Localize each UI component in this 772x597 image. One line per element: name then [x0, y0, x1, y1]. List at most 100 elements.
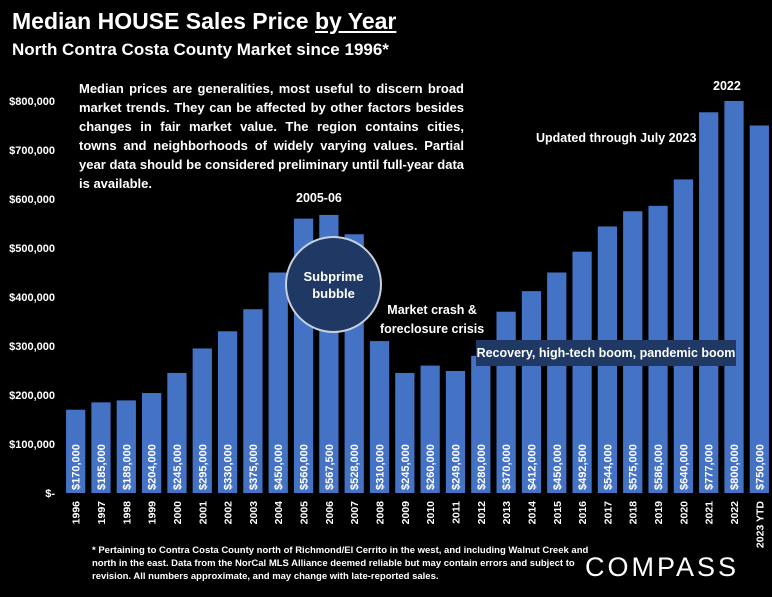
- bar-value-label: $295,000: [197, 444, 209, 490]
- bar-value-label: $412,000: [526, 444, 538, 490]
- bar: [217, 331, 238, 493]
- x-tick-label: 2019: [653, 501, 665, 525]
- bar-value-label: $492,500: [577, 444, 589, 490]
- x-tick-label: 2003: [248, 501, 260, 525]
- bar: [116, 400, 136, 493]
- x-tick-label: 1997: [96, 501, 108, 525]
- annotation-2005-06: 2005-06: [296, 191, 342, 205]
- bar: [243, 309, 263, 493]
- x-tick-label: 2012: [476, 501, 488, 525]
- x-tick-label: 1999: [147, 501, 159, 525]
- crash-line-1: Market crash &: [387, 303, 477, 317]
- bar-value-label: $249,000: [450, 444, 462, 490]
- bar-value-label: $528,000: [349, 444, 361, 490]
- x-tick-label: 1998: [121, 501, 133, 525]
- bar: [724, 101, 744, 493]
- bar-value-label: $204,000: [147, 444, 159, 490]
- bar: [749, 125, 769, 493]
- x-tick-label: 2015: [552, 501, 564, 525]
- chart-title: Median HOUSE Sales Price by Year: [12, 8, 396, 35]
- x-tick-label: 2008: [375, 501, 387, 525]
- y-tick-label: $700,000: [9, 145, 55, 157]
- x-tick-label: 2022: [729, 501, 741, 525]
- x-tick-label: 2004: [273, 501, 285, 525]
- annotation-updated: Updated through July 2023: [536, 131, 697, 145]
- chart-subtitle: North Contra Costa County Market since 1…: [12, 40, 389, 59]
- bar-value-label: $280,000: [476, 444, 488, 490]
- x-tick-label: 2021: [704, 501, 716, 525]
- x-tick-label: 2010: [425, 501, 437, 525]
- y-tick-label: $300,000: [9, 341, 55, 353]
- bar-value-label: $450,000: [552, 444, 564, 490]
- bar: [91, 402, 111, 493]
- bar: [699, 112, 719, 494]
- bar: [192, 348, 212, 493]
- bar-value-label: $375,000: [248, 444, 260, 490]
- bar-value-label: $800,000: [729, 444, 741, 490]
- bar-value-label: $310,000: [375, 444, 387, 490]
- x-tick-label: 2017: [602, 501, 614, 525]
- bar-value-label: $777,000: [704, 444, 716, 490]
- bar: [395, 372, 415, 493]
- x-tick-label: 2006: [324, 501, 336, 525]
- x-tick-label: 2005: [299, 501, 311, 525]
- subprime-bubble-callout: Subprime bubble: [285, 236, 382, 333]
- bar-value-label: $185,000: [96, 444, 108, 490]
- bar-value-label: $560,000: [299, 444, 311, 490]
- recovery-label: Recovery, high-tech boom, pandemic boom: [476, 346, 736, 360]
- x-tick-label: 2009: [400, 501, 412, 525]
- bar-value-label: $189,000: [121, 444, 133, 490]
- footnote: * Pertaining to Contra Costa County nort…: [92, 545, 589, 582]
- x-tick-label: 1996: [71, 501, 83, 525]
- x-tick-label: 2013: [501, 501, 513, 525]
- x-tick-label: 2014: [526, 501, 538, 525]
- y-tick-label: $800,000: [9, 96, 55, 108]
- bar: [268, 272, 288, 493]
- bar-value-label: $370,000: [501, 444, 513, 490]
- x-tick-label: 2018: [628, 501, 640, 525]
- recovery-callout: Recovery, high-tech boom, pandemic boom: [476, 340, 736, 366]
- title-underlined: by Year: [314, 8, 397, 34]
- bar-value-label: $750,000: [754, 444, 766, 490]
- bar-value-label: $575,000: [628, 444, 640, 490]
- bar: [547, 272, 567, 493]
- bar-value-label: $567,500: [324, 444, 336, 490]
- bar: [471, 355, 491, 493]
- bar-value-label: $544,000: [602, 444, 614, 490]
- bar: [673, 179, 693, 493]
- bar: [420, 365, 440, 493]
- x-tick-label: 2007: [349, 501, 361, 525]
- x-tick-label: 2001: [197, 501, 209, 525]
- y-tick-label: $500,000: [9, 243, 55, 255]
- bar-value-label: $330,000: [223, 444, 235, 490]
- bar: [66, 409, 86, 493]
- x-tick-label: 2016: [577, 501, 589, 525]
- annotation-market-crash: Market crash & foreclosure crisis: [380, 301, 484, 339]
- bar-value-label: $245,000: [400, 444, 412, 490]
- disclaimer-note: Median prices are generalities, most use…: [79, 81, 464, 191]
- bar-value-label: $260,000: [425, 444, 437, 490]
- y-tick-label: $200,000: [9, 390, 55, 402]
- y-tick-label: $100,000: [9, 439, 55, 451]
- x-tick-label: 2002: [223, 501, 235, 525]
- annotation-2022: 2022: [713, 79, 741, 93]
- title-main: Median HOUSE Sales Price: [12, 8, 315, 34]
- x-tick-label: 2020: [678, 501, 690, 525]
- bar: [167, 372, 187, 493]
- x-tick-label: 2011: [450, 501, 462, 524]
- crash-line-2: foreclosure crisis: [380, 322, 485, 336]
- y-tick-label: $400,000: [9, 292, 55, 304]
- bar-value-label: $450,000: [273, 444, 285, 490]
- compass-logo: COMPASS: [585, 552, 740, 582]
- bar-value-label: $245,000: [172, 444, 184, 490]
- bar-value-label: $170,000: [71, 444, 83, 490]
- x-tick-label: 2000: [172, 501, 184, 525]
- bubble-label: Subprime bubble: [303, 268, 364, 301]
- bar: [445, 370, 466, 493]
- y-tick-label: $-: [45, 488, 55, 500]
- y-tick-label: $600,000: [9, 194, 55, 206]
- bar: [369, 341, 390, 493]
- bar: [572, 251, 592, 493]
- bar-value-label: $586,000: [653, 444, 665, 490]
